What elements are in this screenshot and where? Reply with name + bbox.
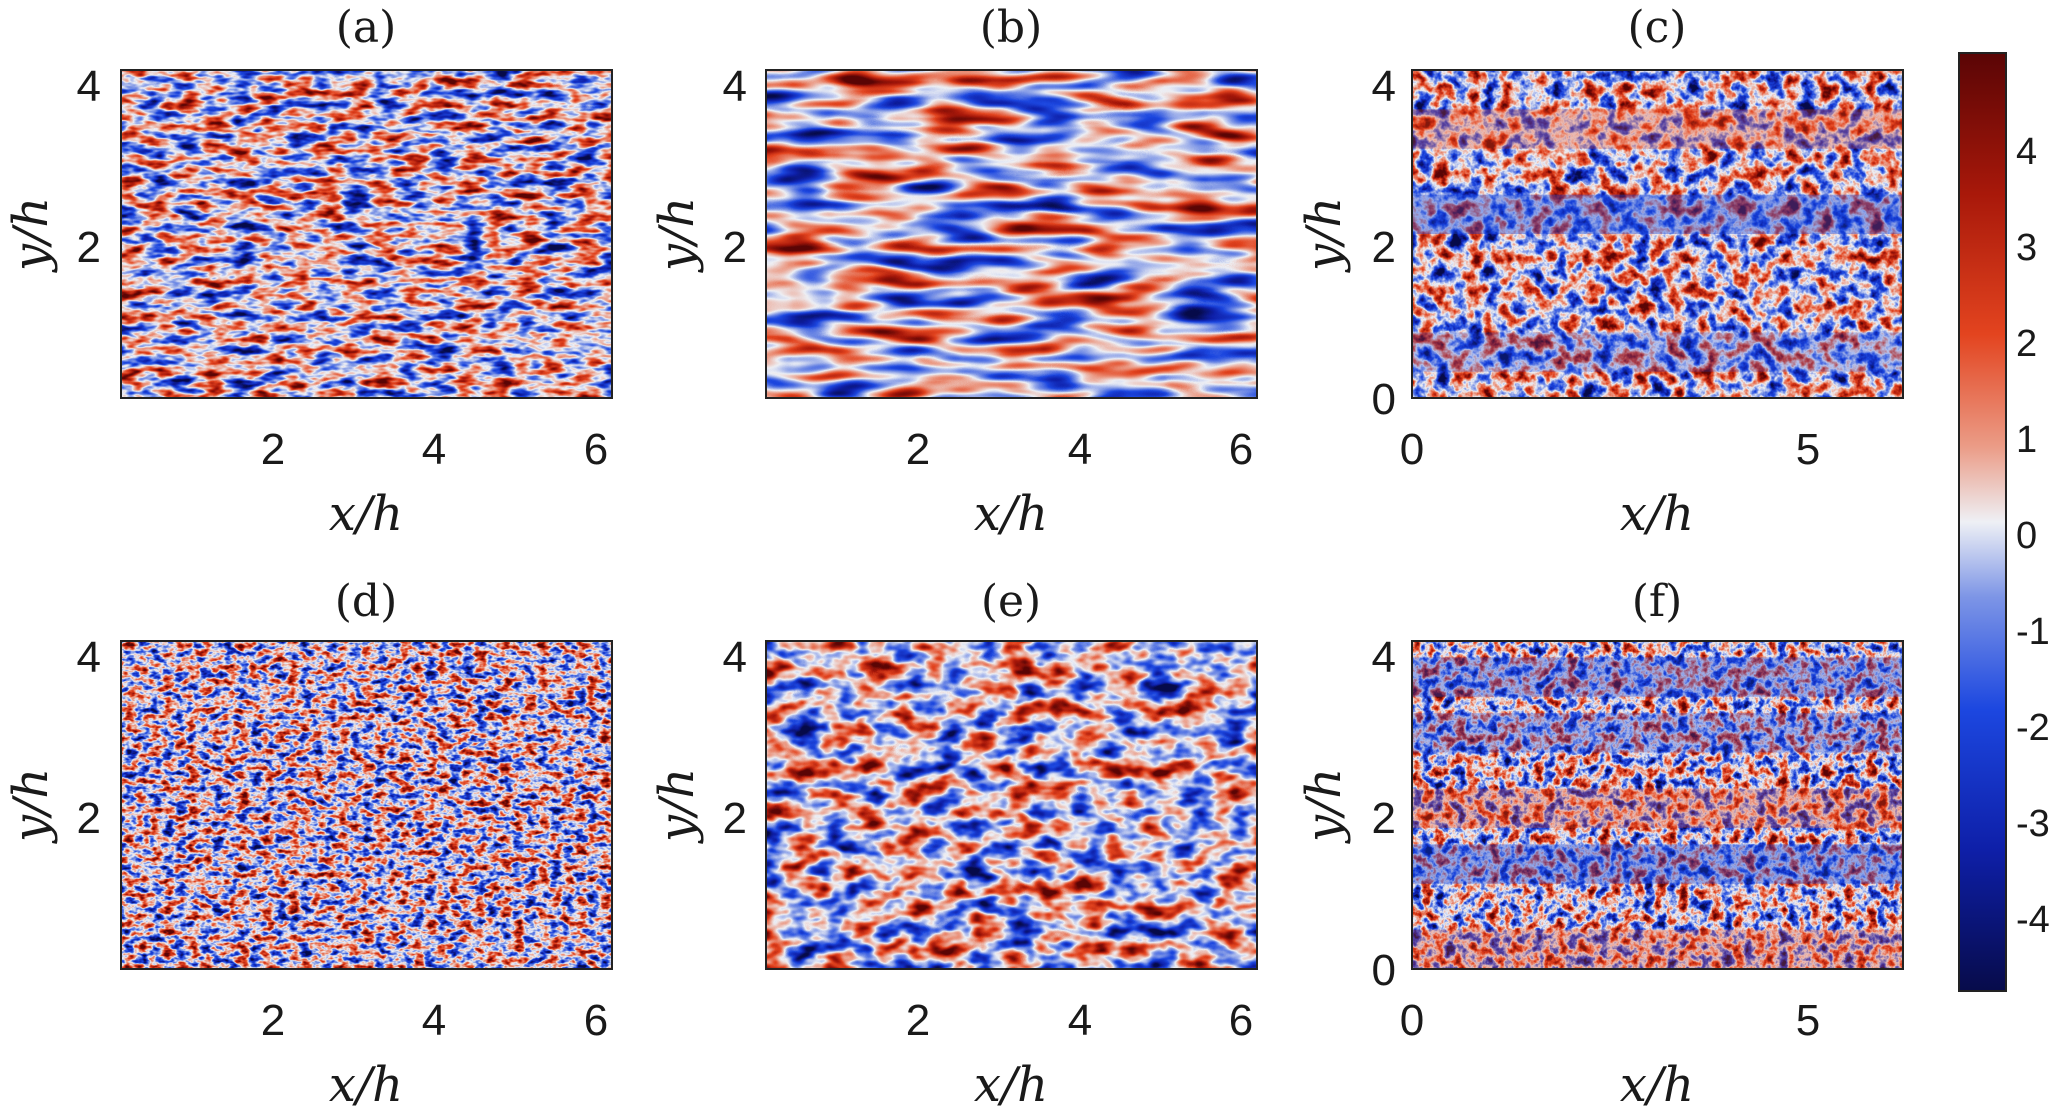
panel-a-ytick-4: 4 bbox=[77, 62, 101, 111]
colorbar-gradient bbox=[1958, 52, 2007, 992]
panel-b-ytick-2: 2 bbox=[723, 223, 747, 272]
panel-a-heatmap bbox=[121, 70, 612, 398]
panel-e-ylabel: y/h bbox=[649, 768, 705, 844]
panel-d-ytick-4: 4 bbox=[77, 633, 101, 682]
panel-b-ylabel: y/h bbox=[649, 197, 705, 273]
panel-a-xtick-6: 6 bbox=[584, 425, 608, 474]
panel-f-title: (f) bbox=[1632, 576, 1683, 627]
colorbar-tick-3: 3 bbox=[2016, 227, 2037, 269]
panel-a-ytick-2: 2 bbox=[77, 223, 101, 272]
panel-c-ylabel: y/h bbox=[1296, 197, 1352, 273]
panel-c-band bbox=[1412, 109, 1903, 149]
panel-f-ytick-4: 4 bbox=[1372, 633, 1396, 682]
panel-f-xtick-5: 5 bbox=[1796, 996, 1820, 1045]
colorbar-tick-neg3: -3 bbox=[2016, 803, 2050, 845]
panel-e-heatmap bbox=[766, 641, 1257, 969]
colorbar-tick-4: 4 bbox=[2016, 131, 2037, 173]
panel-e-field bbox=[766, 641, 1257, 969]
panel-c: (c) 4 2 0 0 5 x/h y/h bbox=[1296, 2, 1904, 542]
panel-a-xlabel: x/h bbox=[329, 486, 403, 542]
panel-b-title: (b) bbox=[980, 2, 1043, 53]
colorbar: 4 3 2 1 0 -1 -2 -3 -4 bbox=[1958, 52, 2050, 992]
panel-e-axes-frame bbox=[765, 640, 1258, 970]
panel-b: (b) 4 2 2 4 6 x/h y/h bbox=[649, 2, 1258, 542]
panel-f-band bbox=[1412, 657, 1903, 697]
colorbar-tick-neg4: -4 bbox=[2016, 899, 2050, 941]
panel-b-heatmap bbox=[766, 70, 1257, 398]
panel-f-ylabel: y/h bbox=[1296, 768, 1352, 844]
panel-e-ytick-2: 2 bbox=[723, 794, 747, 843]
panel-f-xtick-0: 0 bbox=[1400, 996, 1424, 1045]
panel-c-band bbox=[1412, 332, 1903, 372]
panel-d-title: (d) bbox=[335, 576, 398, 627]
panel-f-band bbox=[1412, 844, 1903, 884]
panel-a-xtick-2: 2 bbox=[261, 425, 285, 474]
panel-b-ytick-4: 4 bbox=[723, 62, 747, 111]
panel-c-ytick-0: 0 bbox=[1372, 375, 1396, 424]
panel-c-title: (c) bbox=[1628, 2, 1687, 53]
panel-c-xtick-5: 5 bbox=[1796, 425, 1820, 474]
panel-c-band bbox=[1412, 194, 1903, 234]
panel-c-xlabel: x/h bbox=[1620, 486, 1694, 542]
panel-f: (f) 4 2 0 0 5 x/h y/h bbox=[1296, 576, 1904, 1113]
colorbar-tick-neg1: -1 bbox=[2016, 611, 2050, 653]
panel-f-axes-frame bbox=[1411, 640, 1904, 970]
panel-f-band bbox=[1412, 929, 1903, 969]
panel-e-title: (e) bbox=[981, 576, 1041, 627]
panel-d-ytick-2: 2 bbox=[77, 794, 101, 843]
panel-b-xlabel: x/h bbox=[974, 486, 1048, 542]
panel-d-field bbox=[121, 641, 612, 969]
panel-b-field bbox=[766, 70, 1257, 398]
panel-c-xtick-0: 0 bbox=[1400, 425, 1424, 474]
panel-a-ylabel: y/h bbox=[3, 197, 59, 273]
panel-f-field bbox=[1412, 641, 1903, 969]
colorbar-ticks: 4 3 2 1 0 -1 -2 -3 -4 bbox=[2016, 131, 2050, 941]
panel-c-field bbox=[1412, 70, 1903, 398]
colorbar-tick-1: 1 bbox=[2016, 419, 2037, 461]
panel-d-xtick-4: 4 bbox=[422, 996, 446, 1045]
panel-b-xtick-6: 6 bbox=[1229, 425, 1253, 474]
panel-f-band bbox=[1412, 713, 1903, 753]
panel-f-ytick-2: 2 bbox=[1372, 794, 1396, 843]
panel-d-ylabel: y/h bbox=[3, 768, 59, 844]
panel-a-field bbox=[121, 70, 612, 398]
panel-d-xtick-6: 6 bbox=[584, 996, 608, 1045]
panel-a-title: (a) bbox=[336, 2, 397, 53]
panel-e-xtick-2: 2 bbox=[906, 996, 930, 1045]
panel-a-axes-frame bbox=[120, 69, 613, 399]
colorbar-tick-2: 2 bbox=[2016, 323, 2037, 365]
panel-a: (a) 4 2 2 4 6 x/h y/h bbox=[3, 2, 613, 542]
panel-e-xtick-6: 6 bbox=[1229, 996, 1253, 1045]
panel-e-xlabel: x/h bbox=[974, 1057, 1048, 1113]
panel-e: (e) 4 2 2 4 6 x/h y/h bbox=[649, 576, 1258, 1113]
panel-c-heatmap bbox=[1412, 70, 1903, 398]
panel-f-xlabel: x/h bbox=[1620, 1057, 1694, 1113]
panel-c-ytick-4: 4 bbox=[1372, 62, 1396, 111]
panel-e-ytick-4: 4 bbox=[723, 633, 747, 682]
panel-a-xtick-4: 4 bbox=[422, 425, 446, 474]
panel-f-heatmap bbox=[1412, 641, 1903, 969]
panel-c-axes-frame bbox=[1411, 69, 1904, 399]
colorbar-tick-neg2: -2 bbox=[2016, 707, 2050, 749]
panel-d-xlabel: x/h bbox=[329, 1057, 403, 1113]
panel-f-band bbox=[1412, 788, 1903, 828]
panel-f-ytick-0: 0 bbox=[1372, 946, 1396, 995]
colorbar-tick-0: 0 bbox=[2016, 515, 2037, 557]
panel-d-axes-frame bbox=[120, 640, 613, 970]
panel-d: (d) 4 2 2 4 6 x/h y/h bbox=[3, 576, 613, 1113]
panel-b-xtick-4: 4 bbox=[1068, 425, 1092, 474]
panel-b-xtick-2: 2 bbox=[906, 425, 930, 474]
panel-d-heatmap bbox=[121, 641, 612, 969]
panel-d-xtick-2: 2 bbox=[261, 996, 285, 1045]
panel-e-xtick-4: 4 bbox=[1068, 996, 1092, 1045]
panel-b-axes-frame bbox=[765, 69, 1258, 399]
panel-c-ytick-2: 2 bbox=[1372, 223, 1396, 272]
